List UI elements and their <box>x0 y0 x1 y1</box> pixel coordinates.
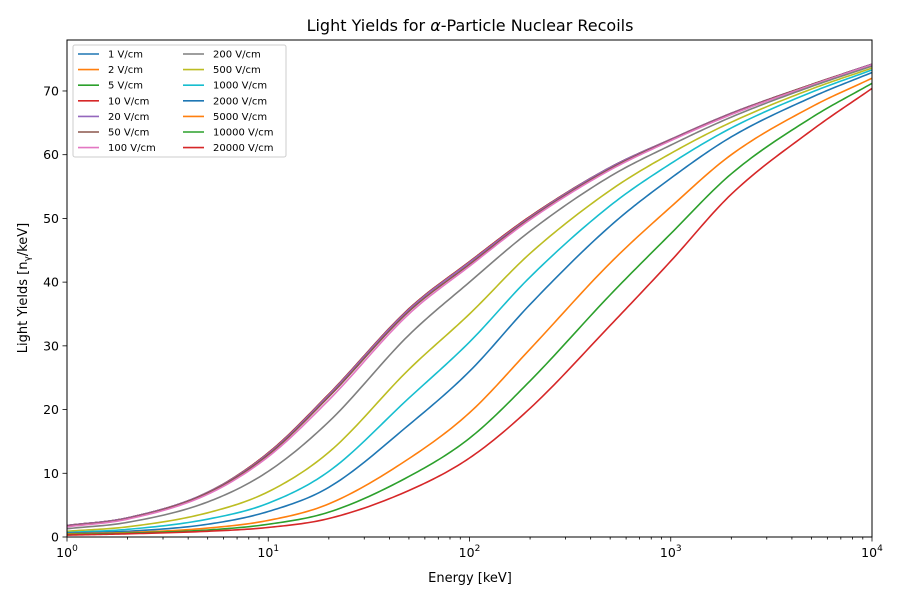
x-axis-ticks: 100 101 102 103 104 <box>56 537 883 560</box>
y-tick-label: 10 <box>43 466 59 481</box>
x-tick-label: 104 <box>861 544 883 560</box>
y-tick-label: 40 <box>43 275 59 290</box>
x-axis-label: Energy [keV] <box>428 571 512 586</box>
legend-label: 100 V/cm <box>108 143 156 154</box>
y-axis-label: Light Yields [nγ/keV] <box>16 223 33 354</box>
x-tick-label: 100 <box>56 544 78 560</box>
y-tick-label: 30 <box>43 338 59 353</box>
legend-box <box>72 44 287 158</box>
legend-label: 20 V/cm <box>108 112 149 123</box>
x-tick-label: 102 <box>459 544 481 560</box>
x-tick-label: 103 <box>660 544 682 560</box>
series-line-10 <box>67 71 872 534</box>
y-tick-label: 20 <box>43 402 59 417</box>
y-tick-label: 60 <box>43 147 59 162</box>
legend-label: 2 V/cm <box>108 65 143 76</box>
y-axis-ticks: 0 10 20 30 40 50 60 70 <box>43 83 67 545</box>
legend-label: 10 V/cm <box>108 96 149 107</box>
chart-title: Light Yields for α-Particle Nuclear Reco… <box>307 16 634 35</box>
y-tick-label: 0 <box>51 530 59 545</box>
series-line-9 <box>67 69 872 534</box>
legend-label: 10000 V/cm <box>213 128 273 139</box>
legend-label: 1000 V/cm <box>213 81 267 92</box>
legend-label: 5 V/cm <box>108 81 143 92</box>
legend-label: 50 V/cm <box>108 128 149 139</box>
series-line-6 <box>67 64 872 528</box>
legend: 1 V/cm 2 V/cm 5 V/cm 10 V/cm 20 V/cm 50 V/cm 1… <box>72 44 287 158</box>
legend-label: 500 V/cm <box>213 65 261 76</box>
series-line-13 <box>67 87 872 536</box>
series-line-11 <box>67 77 872 535</box>
legend-label: 5000 V/cm <box>213 112 267 123</box>
plot-series-group <box>67 63 872 536</box>
legend-label: 20000 V/cm <box>213 143 273 154</box>
legend-label: 2000 V/cm <box>213 96 267 107</box>
y-tick-label: 70 <box>43 83 59 98</box>
legend-label: 200 V/cm <box>213 50 261 61</box>
series-line-7 <box>67 65 872 530</box>
y-tick-label: 50 <box>43 211 59 226</box>
series-line-8 <box>67 67 872 533</box>
x-tick-label: 101 <box>257 544 279 560</box>
series-line-12 <box>67 82 872 536</box>
legend-label: 1 V/cm <box>108 50 143 61</box>
